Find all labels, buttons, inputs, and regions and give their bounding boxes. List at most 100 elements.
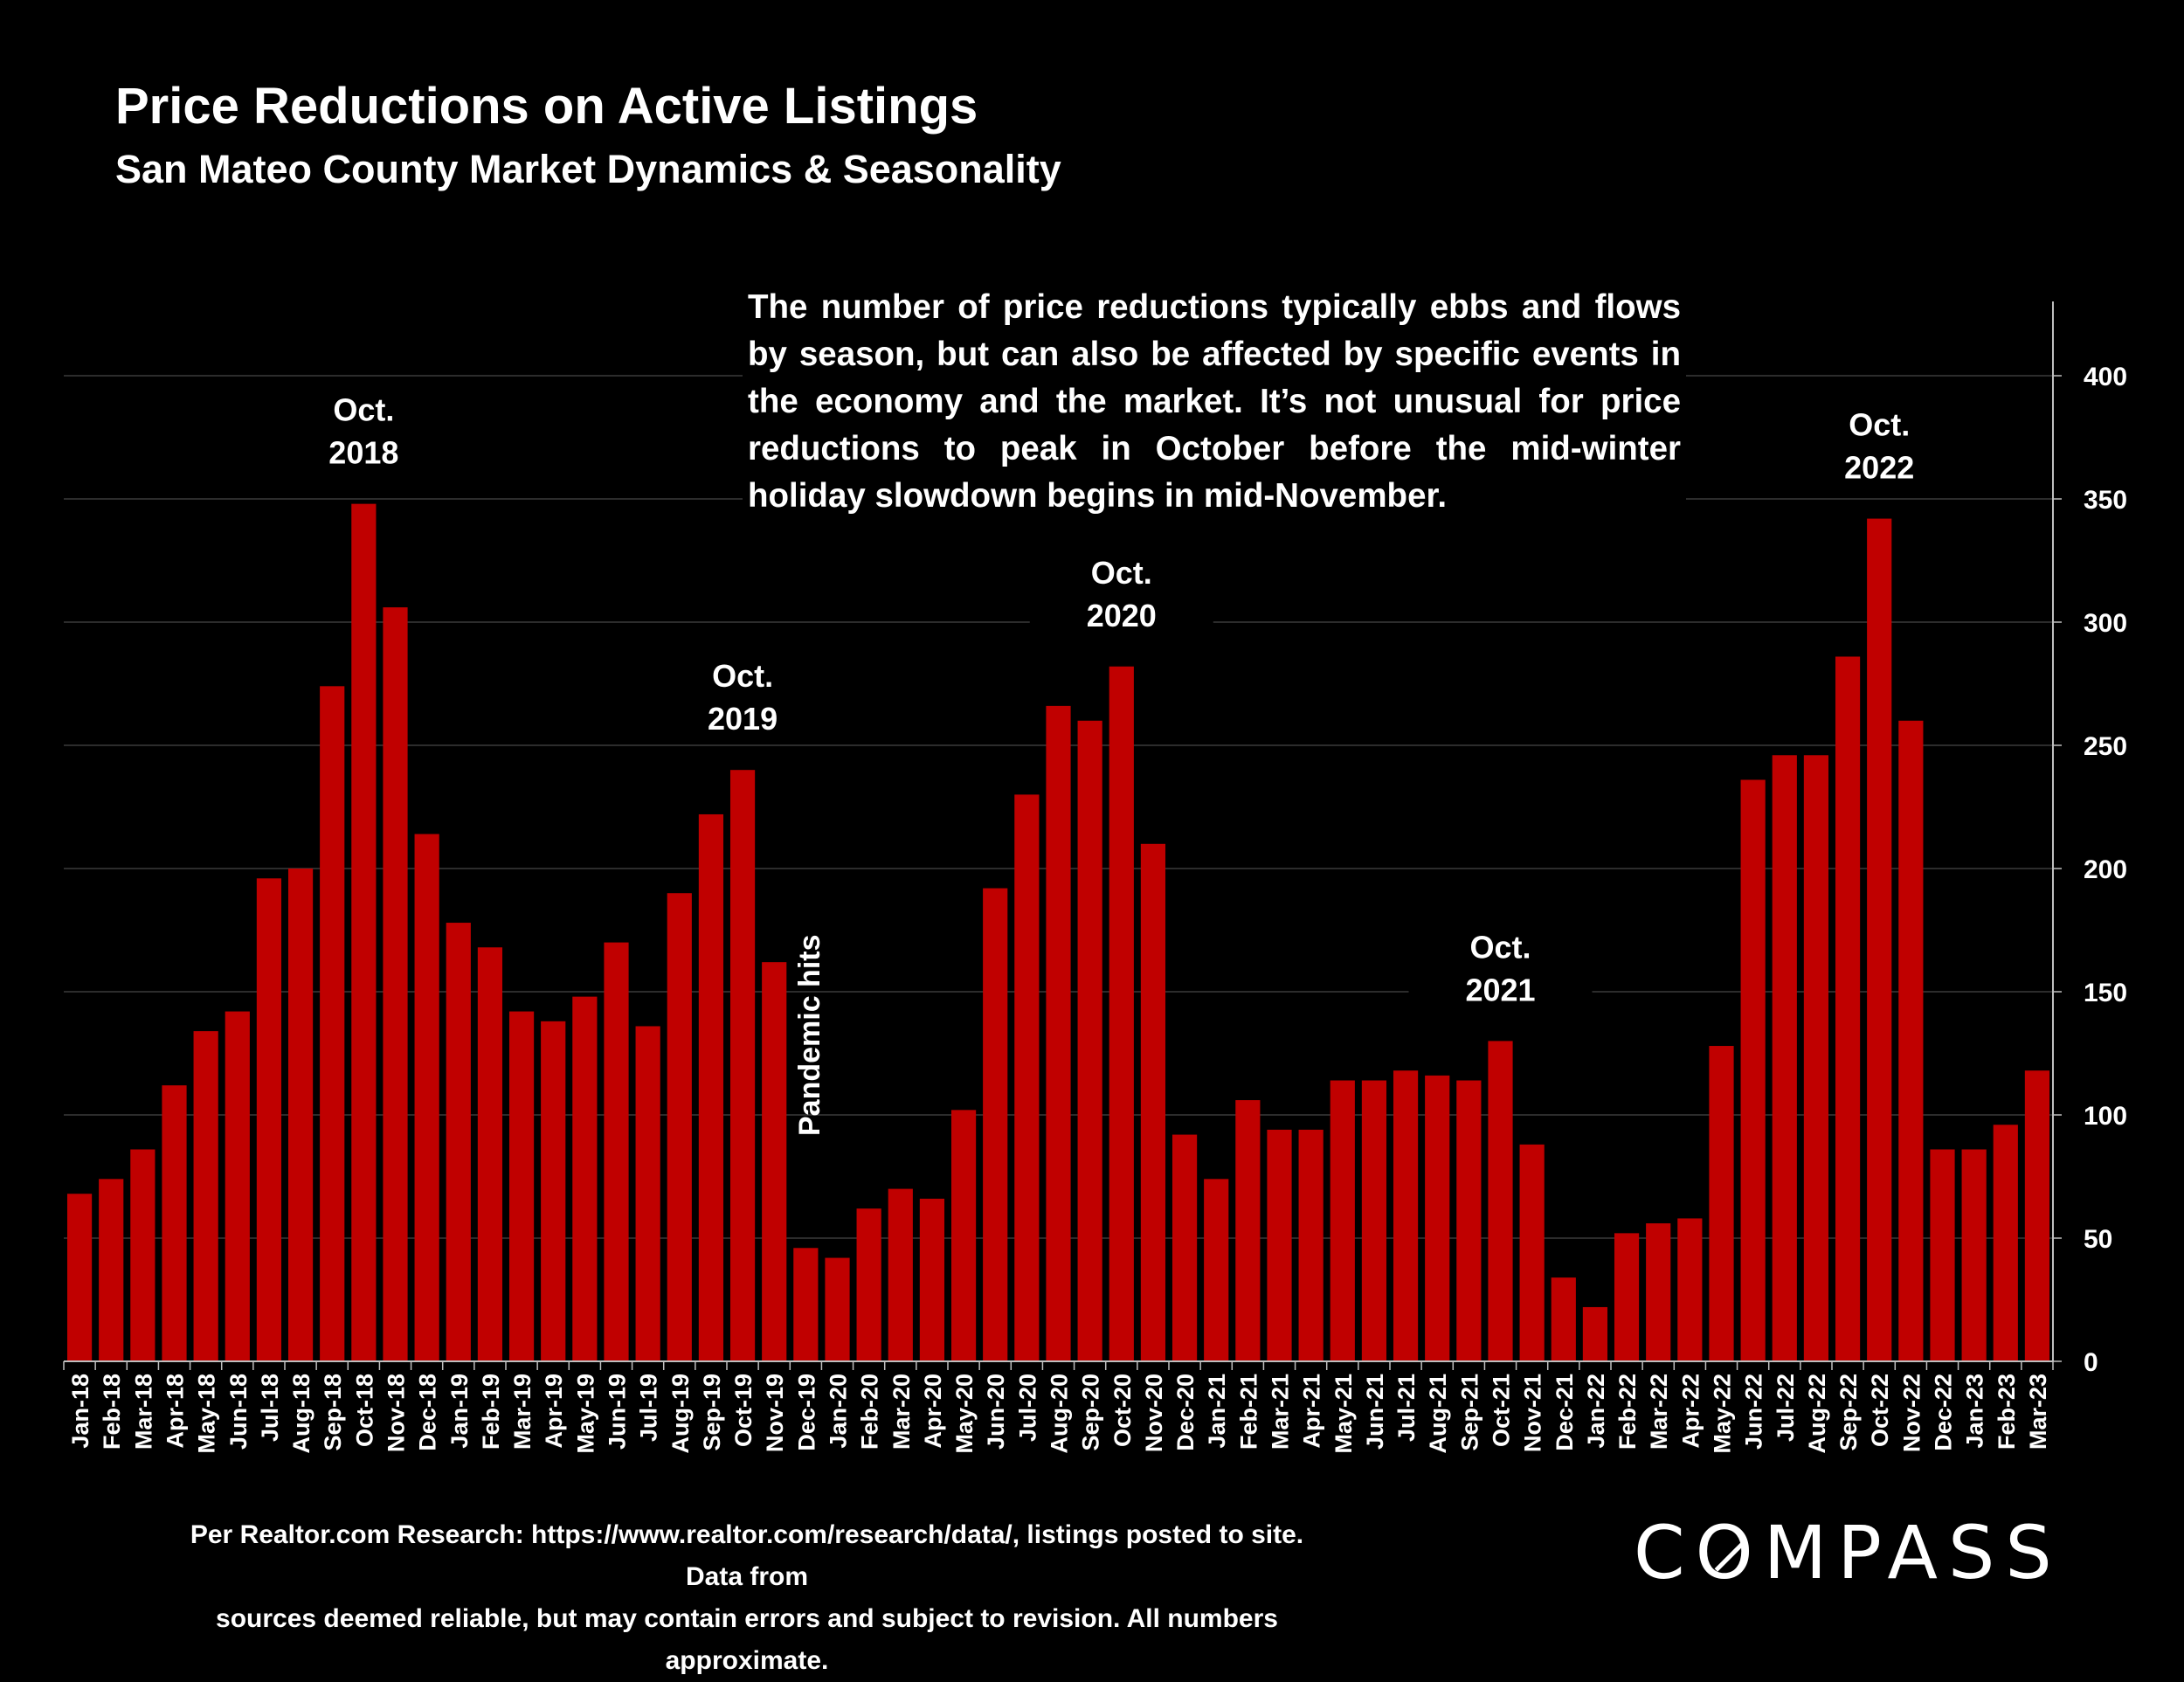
x-tick-label: Oct-21 bbox=[1489, 1374, 1515, 1447]
x-tick-label: Apr-18 bbox=[162, 1374, 189, 1449]
x-tick-label: Mar-20 bbox=[888, 1374, 915, 1450]
y-tick-label: 150 bbox=[2084, 979, 2127, 1007]
x-tick-label: Dec-21 bbox=[1552, 1374, 1578, 1451]
annotation-label: 2022 bbox=[1844, 450, 1914, 486]
bar bbox=[635, 1026, 660, 1361]
logo-text-o: O bbox=[1695, 1510, 1764, 1595]
x-tick-label: Oct-18 bbox=[351, 1374, 377, 1447]
bar bbox=[825, 1257, 850, 1361]
bar bbox=[1646, 1223, 1671, 1361]
x-tick-label: Feb-18 bbox=[99, 1374, 125, 1450]
bar bbox=[572, 996, 598, 1361]
bar bbox=[1077, 720, 1102, 1361]
bar bbox=[1425, 1075, 1450, 1361]
bar bbox=[383, 607, 408, 1361]
annotation-label: 2019 bbox=[708, 701, 778, 737]
bar bbox=[1109, 666, 1134, 1361]
bar bbox=[983, 888, 1008, 1361]
x-tick-label: Nov-22 bbox=[1898, 1374, 1925, 1452]
x-tick-label: May-21 bbox=[1330, 1374, 1357, 1454]
x-tick-label: Aug-22 bbox=[1804, 1374, 1830, 1454]
bar bbox=[351, 503, 377, 1361]
compass-logo: COMPASS bbox=[1634, 1510, 2063, 1595]
x-tick-label: May-22 bbox=[1710, 1374, 1736, 1454]
x-tick-label: Jan-23 bbox=[1962, 1374, 1988, 1449]
bar bbox=[1519, 1144, 1545, 1361]
x-tick-label: Jul-21 bbox=[1393, 1374, 1420, 1442]
x-tick-label: May-19 bbox=[572, 1374, 598, 1454]
bar bbox=[1046, 705, 1071, 1361]
x-tick-label: Jun-19 bbox=[605, 1374, 631, 1450]
bar bbox=[1677, 1218, 1703, 1361]
bar bbox=[2024, 1070, 2050, 1361]
x-tick-label: Sep-22 bbox=[1835, 1374, 1862, 1451]
annotation-label: Oct. bbox=[1091, 555, 1152, 591]
x-tick-label: Nov-20 bbox=[1141, 1374, 1167, 1452]
bar bbox=[698, 813, 724, 1361]
x-tick-label: Jan-20 bbox=[826, 1374, 852, 1449]
x-tick-label: Aug-19 bbox=[667, 1374, 694, 1454]
bar bbox=[1171, 1134, 1198, 1361]
x-tick-label: Jun-18 bbox=[225, 1374, 252, 1450]
bar bbox=[256, 878, 282, 1361]
y-tick-label: 350 bbox=[2084, 486, 2127, 515]
bar bbox=[1330, 1080, 1355, 1361]
x-tick-label: Jan-22 bbox=[1583, 1374, 1609, 1449]
bar bbox=[1014, 794, 1040, 1361]
x-tick-label: Feb-23 bbox=[1994, 1374, 2020, 1450]
bar bbox=[66, 1194, 93, 1361]
x-tick-label: Apr-19 bbox=[541, 1374, 567, 1449]
bar bbox=[99, 1179, 124, 1361]
bar bbox=[162, 1085, 187, 1361]
bar bbox=[1835, 656, 1861, 1361]
x-tick-label: Jul-20 bbox=[1014, 1374, 1040, 1442]
bar bbox=[1204, 1179, 1229, 1361]
x-tick-label: May-18 bbox=[194, 1374, 220, 1454]
chart-title: Price Reductions on Active Listings bbox=[115, 78, 978, 135]
x-tick-label: Nov-19 bbox=[762, 1374, 788, 1452]
bar bbox=[193, 1031, 218, 1361]
bar bbox=[446, 923, 471, 1361]
y-tick-label: 400 bbox=[2084, 363, 2127, 391]
bar bbox=[729, 770, 756, 1361]
bar bbox=[1267, 1129, 1292, 1361]
bar bbox=[1235, 1100, 1261, 1361]
x-tick-label: Aug-18 bbox=[288, 1374, 314, 1454]
bar bbox=[1961, 1149, 1987, 1361]
annotation-pandemic: Pandemic hits bbox=[793, 934, 826, 1136]
bar bbox=[888, 1188, 913, 1361]
annotation-label: 2018 bbox=[328, 435, 398, 471]
annotation-bg bbox=[1029, 541, 1213, 636]
annotation-bg bbox=[1408, 916, 1593, 1011]
bar bbox=[604, 942, 629, 1361]
footer-line-2: sources deemed reliable, but may contain… bbox=[216, 1604, 1278, 1675]
x-tick-label: Jan-21 bbox=[1204, 1374, 1230, 1449]
annotation-label: Oct. bbox=[1849, 407, 1910, 443]
bar bbox=[1393, 1070, 1419, 1361]
bar bbox=[1582, 1306, 1608, 1361]
chart-note: The number of price reductions typically… bbox=[743, 282, 1686, 522]
bar bbox=[667, 893, 692, 1361]
x-tick-label: Mar-22 bbox=[1646, 1374, 1672, 1450]
x-tick-label: Sep-18 bbox=[320, 1374, 346, 1451]
bar bbox=[1614, 1233, 1640, 1361]
x-tick-label: Feb-20 bbox=[857, 1374, 883, 1450]
x-tick-label: Jun-22 bbox=[1741, 1374, 1767, 1450]
y-tick-label: 250 bbox=[2084, 732, 2127, 761]
x-tick-label: Jul-19 bbox=[636, 1374, 662, 1442]
y-tick-label: 100 bbox=[2084, 1102, 2127, 1131]
x-tick-label: Apr-20 bbox=[920, 1374, 946, 1449]
x-tick-label: Dec-18 bbox=[415, 1374, 441, 1451]
bar bbox=[1993, 1125, 2018, 1361]
bar bbox=[225, 1011, 250, 1361]
x-tick-label: Apr-21 bbox=[1299, 1374, 1325, 1449]
chart-subtitle: San Mateo County Market Dynamics & Seaso… bbox=[115, 147, 1061, 191]
bar bbox=[541, 1021, 566, 1361]
bar bbox=[1709, 1046, 1734, 1361]
x-tick-label: Feb-19 bbox=[478, 1374, 504, 1450]
bar bbox=[1488, 1041, 1513, 1361]
x-tick-label: Aug-21 bbox=[1425, 1374, 1451, 1454]
x-tick-label: Dec-19 bbox=[793, 1374, 819, 1451]
x-tick-label: Aug-20 bbox=[1047, 1374, 1073, 1454]
